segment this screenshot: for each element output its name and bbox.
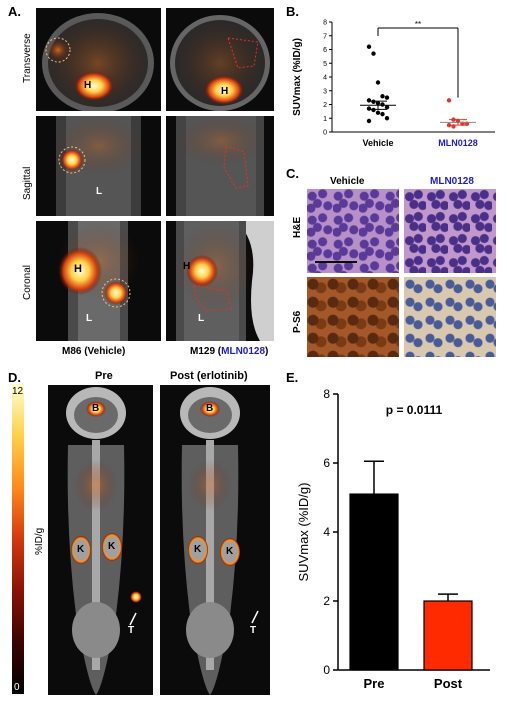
row-label-coronal: Coronal (22, 264, 33, 300)
significance-marker: ** (415, 20, 421, 29)
data-point (371, 107, 376, 113)
scale-bar (315, 261, 357, 263)
y-tick-label: 3 (323, 88, 327, 95)
histology-ps6-vehicle (307, 277, 399, 357)
heart-label: H (84, 80, 92, 91)
y-tick-label: 4 (323, 75, 327, 82)
tumor-label: T (250, 625, 257, 636)
data-point (366, 98, 372, 103)
pet-ct-coronal-vehicle: H L (36, 221, 161, 341)
caption-prefix: M129 ( (190, 346, 222, 357)
row-label-transverse: Transverse (22, 33, 33, 83)
x-category-label: Pre (364, 676, 385, 691)
x-category-label: MLN0128 (438, 138, 478, 148)
liver-label: L (198, 313, 205, 324)
title-pre: Pre (95, 370, 113, 382)
panel-b-chart: 0 1 2 3 4 5 6 7 8 SUVmax (%ID/g) Vehicle MLN0128 ** (290, 14, 505, 164)
y-tick-label: 2 (323, 594, 330, 608)
y-tick-label: 8 (323, 387, 330, 401)
data-point (366, 106, 372, 111)
panel-c-letter: C. (286, 166, 299, 181)
panel-d-letter: D. (8, 370, 21, 385)
data-point (446, 98, 452, 103)
panel-a-letter: A. (8, 4, 21, 19)
pet-ct-pre: B K K T (48, 385, 153, 695)
row-label-sagittal: Sagittal (22, 166, 33, 200)
pet-ct-sagittal-vehicle: L (36, 116, 161, 216)
panel-b-letter: B. (286, 4, 299, 19)
y-tick-label: 0 (323, 663, 330, 677)
row-label-ps6: P-S6 (292, 310, 303, 333)
pet-ct-sagittal-mln0128 (166, 116, 274, 216)
y-tick-label: 5 (323, 61, 327, 68)
row-label-he: H&E (292, 216, 303, 238)
col-label-mln0128: MLN0128 (430, 176, 474, 187)
pet-ct-coronal-mln0128: H L (166, 221, 274, 341)
y-tick-label: 1 (323, 116, 327, 123)
bar (349, 493, 399, 671)
data-point (384, 95, 390, 100)
panel-e-chart: 0 2 4 6 8 SUVmax (%ID/g) p = 0.0111 Pre Post (290, 378, 505, 698)
col-label-vehicle: Vehicle (330, 176, 365, 187)
kidney-label-right: K (108, 541, 116, 552)
y-tick-label: 0 (323, 130, 327, 137)
data-point (380, 94, 385, 99)
kidney-label-right: K (226, 546, 234, 557)
y-tick-label: 2 (323, 102, 327, 109)
pet-ct-transverse-vehicle: H (36, 8, 161, 111)
kidney-label-left: K (194, 544, 202, 555)
tumor-label: T (128, 625, 135, 636)
caption-mln0128-mouse: M129 (MLN0128) (190, 346, 268, 357)
y-tick-label: 6 (323, 47, 327, 54)
histology-ps6-mln0128 (404, 277, 496, 357)
data-point (380, 111, 385, 117)
data-point (366, 118, 372, 124)
liver-label: L (86, 313, 93, 324)
y-tick-label: 8 (323, 20, 327, 27)
colorbar-min: 0 (14, 682, 20, 693)
data-point (371, 99, 376, 104)
colorbar (12, 384, 24, 694)
heart-label: H (221, 86, 229, 97)
data-point (384, 116, 390, 121)
p-value: p = 0.0111 (386, 403, 443, 417)
data-point (371, 51, 376, 56)
caption-suffix: ) (265, 346, 269, 357)
kidney-label-left: K (77, 544, 85, 555)
data-point (375, 110, 381, 115)
pet-ct-post-erlotinib: B K K T (160, 385, 270, 695)
data-point (380, 102, 385, 107)
y-tick-label: 6 (323, 456, 330, 470)
histology-he-vehicle (307, 189, 399, 273)
colorbar-label: %ID/g (34, 527, 45, 555)
scatter-chart-svg: 0 1 2 3 4 5 6 7 8 SUVmax (%ID/g) Vehicle MLN0128 ** (292, 20, 495, 148)
data-point (366, 44, 372, 49)
y-axis-title: SUVmax (%ID/g) (296, 483, 311, 582)
bar-chart-svg: 0 2 4 6 8 SUVmax (%ID/g) p = 0.0111 Pre Post (296, 387, 490, 691)
caption-drug: MLN0128 (221, 346, 266, 357)
y-tick-label: 4 (323, 525, 330, 539)
title-post-erlotinib: Post (erlotinib) (170, 370, 248, 382)
bar (423, 600, 473, 671)
x-category-label: Vehicle (362, 138, 393, 148)
y-axis-title: SUVmax (%ID/g) (292, 38, 303, 116)
histology-he-mln0128 (404, 189, 496, 273)
data-point (384, 105, 390, 110)
brain-label: B (92, 403, 100, 414)
x-category-label: Post (434, 676, 463, 691)
heart-label: H (183, 261, 191, 272)
panel-e-letter: E. (286, 370, 299, 385)
y-tick-label: 7 (323, 33, 327, 40)
pet-ct-transverse-mln0128: H (166, 8, 274, 111)
heart-label: H (74, 263, 82, 275)
caption-vehicle-mouse: M86 (Vehicle) (62, 346, 126, 357)
colorbar-max: 12 (12, 386, 24, 397)
liver-label: L (96, 186, 103, 197)
brain-label: B (206, 403, 214, 414)
data-point (375, 80, 381, 85)
